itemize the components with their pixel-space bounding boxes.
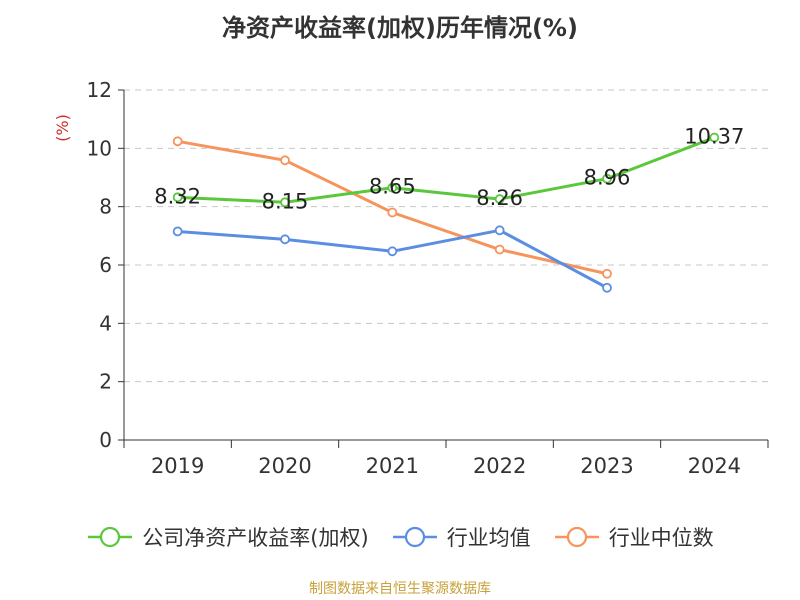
series-line-0 [177, 136, 715, 204]
legend-item-2[interactable]: 行业中位数 [553, 522, 714, 552]
point-s2-2019 [172, 136, 183, 147]
point-s0-2021 [387, 182, 398, 193]
legend-item-1[interactable]: 行业均值 [391, 522, 531, 552]
point-s2-2022 [494, 244, 505, 255]
axes: 0 2 4 6 8 10 12 2019 2020 2021 2022 2023 2024 [87, 78, 769, 478]
point-s0-2023 [602, 173, 612, 184]
point-s2-2020 [280, 155, 290, 166]
grid-lines [124, 89, 768, 383]
y-tick-label-1: 2 [99, 370, 112, 394]
x-tick-label-2024: 2024 [688, 454, 741, 478]
y-axis-label: (%) [53, 114, 72, 142]
point-s1-2023 [602, 282, 612, 293]
y-tick-label-5: 10 [87, 136, 112, 160]
point-s0-2019 [172, 192, 183, 203]
legend-item-0[interactable]: 公司净资产收益率(加权) [86, 522, 369, 552]
legend-label-0: 公司净资产收益率(加权) [142, 526, 369, 550]
point-s1-2022 [494, 225, 505, 236]
legend-label-1: 行业均值 [446, 526, 531, 550]
x-tick-label-2022: 2022 [473, 454, 526, 478]
x-tick-label-2023: 2023 [580, 454, 633, 478]
legend-swatch-1 [392, 526, 437, 548]
point-s2-2023 [602, 268, 612, 279]
x-tick-label-2021: 2021 [366, 454, 419, 478]
series-lines [172, 132, 720, 293]
legend-swatch-2 [554, 526, 599, 548]
point-s0-2020 [280, 197, 290, 208]
y-tick-label-0: 0 [99, 428, 112, 452]
y-tick-label-6: 12 [87, 78, 112, 102]
legend-swatch-0 [88, 526, 133, 548]
point-s2-2021 [387, 207, 398, 218]
point-s1-2021 [387, 246, 398, 257]
chart-title: 净资产收益率(加权)历年情况(%) [222, 14, 578, 42]
y-tick-label-2: 4 [99, 311, 112, 335]
data-label-2019: 8.32 [154, 184, 201, 208]
data-label-2022: 8.26 [476, 186, 523, 210]
data-label-2023: 8.96 [584, 166, 631, 190]
y-tick-label-3: 6 [99, 253, 112, 277]
data-label-2020: 8.15 [262, 189, 309, 213]
legend-label-2: 行业中位数 [608, 526, 714, 550]
point-s1-2020 [280, 234, 290, 245]
x-tick-label-2020: 2020 [258, 454, 311, 478]
x-tick-label-2019: 2019 [151, 454, 204, 478]
data-labels: 8.32 8.15 8.65 8.26 8.96 10.37 [154, 125, 744, 214]
point-s0-2022 [494, 194, 505, 204]
data-label-2021: 8.65 [369, 175, 416, 199]
point-s1-2019 [172, 226, 183, 237]
point-s0-2024 [709, 132, 720, 143]
legend: 公司净资产收益率(加权) 行业均值 行业中位数 [0, 522, 800, 552]
y-tick-label-4: 8 [99, 195, 112, 219]
source-note: 制图数据来自恒生聚源数据库 [309, 581, 491, 597]
data-label-2024: 10.37 [684, 125, 744, 149]
